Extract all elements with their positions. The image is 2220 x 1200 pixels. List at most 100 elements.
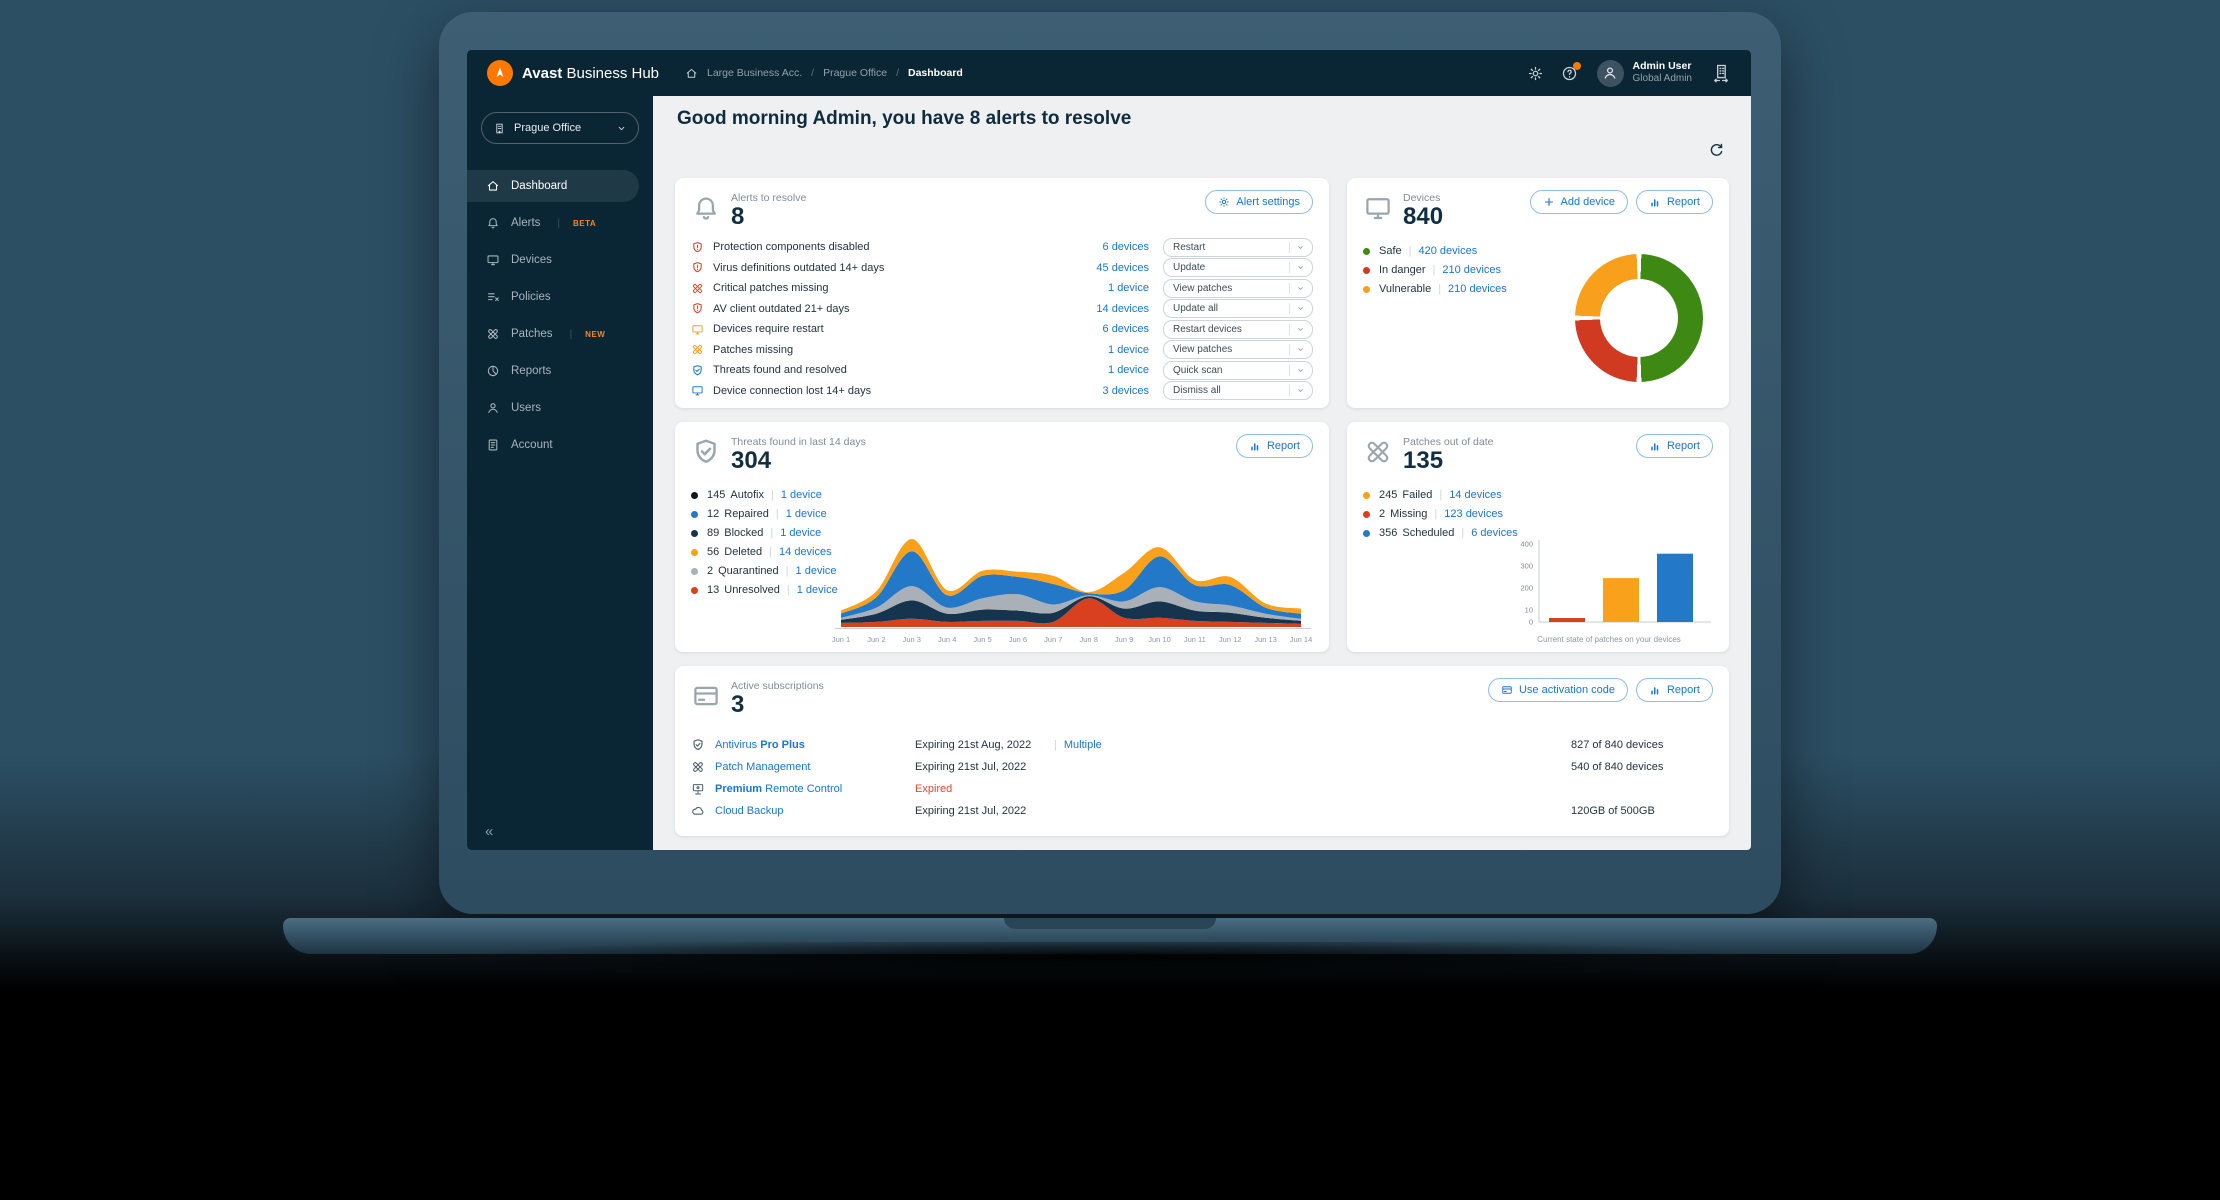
patches-bar-chart: 0 10 200 300 400 xyxy=(1520,540,1711,627)
action-dropdown[interactable]: Restart devices xyxy=(1163,319,1313,339)
usage-text: 827 of 840 devices xyxy=(1571,738,1664,751)
legend-devices-link[interactable]: 210 devices xyxy=(1448,283,1507,296)
subscription-expiry: Expiring 21st Jul, 2022 xyxy=(915,760,1027,773)
sidebar-item-policies[interactable]: Policies xyxy=(467,281,653,313)
devices-donut-ring xyxy=(1575,254,1703,382)
subscriptions-report-button[interactable]: Report xyxy=(1635,678,1713,702)
sidebar-collapse-button[interactable]: « xyxy=(485,823,494,840)
alert-row: AV client outdated 21+ days 14 devices U… xyxy=(691,298,1313,319)
devices-link[interactable]: 45 devices xyxy=(1096,261,1149,274)
patch-icon xyxy=(486,327,500,341)
chevron-down-icon xyxy=(1289,385,1305,397)
breadcrumb-site[interactable]: Prague Office xyxy=(823,67,888,79)
devices-link[interactable]: 6 devices xyxy=(1102,323,1149,336)
svg-text:Jun 4: Jun 4 xyxy=(938,635,956,644)
stat-devices-link[interactable]: 1 device xyxy=(795,565,837,578)
user-menu[interactable]: Admin User Global Admin xyxy=(1596,59,1692,87)
svg-text:Jun 6: Jun 6 xyxy=(1009,635,1027,644)
refresh-icon[interactable] xyxy=(1708,142,1725,159)
card-label: Patches out of date xyxy=(1403,436,1494,448)
subscription-name[interactable]: Patch Management xyxy=(715,760,811,773)
patch-icon xyxy=(691,343,704,356)
help-icon[interactable] xyxy=(1561,61,1581,82)
policies-list-icon xyxy=(486,290,500,304)
action-dropdown[interactable]: Quick scan xyxy=(1163,360,1313,380)
top-bar: Avast Business Hub Large Business Acc. /… xyxy=(467,50,1751,96)
stat-devices-link[interactable]: 1 device xyxy=(796,584,838,597)
settings-gear-icon[interactable] xyxy=(1527,65,1544,82)
devices-report-button[interactable]: Report xyxy=(1635,190,1713,214)
sidebar-item-label: Dashboard xyxy=(511,180,568,192)
sidebar: Prague Office Dashboard Alerts | BETA De… xyxy=(467,96,653,850)
credit-card-icon xyxy=(691,681,721,711)
stat-devices-link[interactable]: 1 device xyxy=(785,508,827,521)
svg-text:Jun 5: Jun 5 xyxy=(973,635,991,644)
action-dropdown[interactable]: View patches xyxy=(1163,340,1313,360)
subscription-name[interactable]: Premium Remote Control xyxy=(715,782,843,795)
svg-text:Jun 3: Jun 3 xyxy=(903,635,921,644)
subscription-name[interactable]: Antivirus Pro Plus xyxy=(715,738,805,751)
action-dropdown[interactable]: Update all xyxy=(1163,299,1313,319)
chevron-down-icon xyxy=(1289,364,1305,376)
stat-row: 2 Quarantined | 1 device xyxy=(691,562,926,581)
patches-report-button[interactable]: Report xyxy=(1635,434,1713,458)
action-dropdown[interactable]: View patches xyxy=(1163,278,1313,298)
stat-devices-link[interactable]: 1 device xyxy=(780,527,822,540)
sidebar-item-account[interactable]: Account xyxy=(467,429,653,461)
sidebar-item-dashboard[interactable]: Dashboard xyxy=(467,170,639,202)
threats-report-button[interactable]: Report xyxy=(1235,434,1313,458)
stat-dot xyxy=(691,567,698,575)
breadcrumb-account[interactable]: Large Business Acc. xyxy=(707,67,803,79)
threats-card: Threats found in last 14 days 304 Report… xyxy=(675,422,1329,652)
subscription-expired: Expired xyxy=(915,782,953,795)
brand[interactable]: Avast Business Hub xyxy=(487,60,659,86)
home-icon[interactable] xyxy=(685,67,698,80)
devices-link[interactable]: 1 device xyxy=(1108,364,1149,377)
svg-text:Jun 9: Jun 9 xyxy=(1115,635,1133,644)
org-selector[interactable]: Prague Office xyxy=(481,112,639,144)
bar-chart-icon xyxy=(1649,196,1661,208)
devices-link[interactable]: 3 devices xyxy=(1102,384,1149,397)
stat-devices-link[interactable]: 14 devices xyxy=(779,546,832,559)
sidebar-item-alerts[interactable]: Alerts | BETA xyxy=(467,207,653,239)
action-dropdown[interactable]: Restart xyxy=(1163,237,1313,257)
subscriptions-card: Active subscriptions 3 Use activation co… xyxy=(675,666,1729,836)
multiple-link[interactable]: Multiple xyxy=(1063,738,1102,751)
svg-text:Jun 12: Jun 12 xyxy=(1219,635,1242,644)
action-dropdown[interactable]: Dismiss all xyxy=(1163,381,1313,401)
stat-devices-link[interactable]: 123 devices xyxy=(1444,508,1503,521)
patch-icon xyxy=(691,760,705,774)
org-switcher-icon[interactable] xyxy=(1711,63,1731,83)
devices-link[interactable]: 1 device xyxy=(1108,282,1149,295)
action-dropdown[interactable]: Update xyxy=(1163,258,1313,278)
svg-text:0: 0 xyxy=(1529,618,1533,627)
org-selector-label: Prague Office xyxy=(514,122,582,134)
card-label: Devices xyxy=(1403,192,1441,204)
sidebar-item-reports[interactable]: Reports xyxy=(467,355,653,387)
legend-devices-link[interactable]: 210 devices xyxy=(1442,264,1502,277)
card-label: Threats found in last 14 days xyxy=(731,436,866,448)
patch-icon xyxy=(1363,437,1393,467)
beta-badge: BETA xyxy=(573,218,597,228)
devices-link[interactable]: 1 device xyxy=(1108,343,1149,356)
stat-devices-link[interactable]: 6 devices xyxy=(1471,527,1518,540)
stat-devices-link[interactable]: 14 devices xyxy=(1449,489,1502,502)
legend-devices-link[interactable]: 420 devices xyxy=(1418,245,1478,258)
sidebar-item-devices[interactable]: Devices xyxy=(467,244,653,276)
add-device-button[interactable]: Add device xyxy=(1529,190,1628,214)
stat-devices-link[interactable]: 1 device xyxy=(780,489,822,502)
monitor-icon xyxy=(691,384,704,397)
sidebar-item-users[interactable]: Users xyxy=(467,392,653,424)
subscription-name[interactable]: Cloud Backup xyxy=(715,804,784,817)
app-window: Avast Business Hub Large Business Acc. /… xyxy=(467,50,1751,850)
devices-link[interactable]: 14 devices xyxy=(1096,302,1149,315)
svg-text:Jun 7: Jun 7 xyxy=(1044,635,1062,644)
alert-row: Devices require restart 6 devices Restar… xyxy=(691,319,1313,340)
use-activation-code-button[interactable]: Use activation code xyxy=(1487,678,1628,702)
legend-dot xyxy=(1363,247,1370,255)
devices-link[interactable]: 6 devices xyxy=(1102,241,1149,254)
legend-row: Safe | 420 devices xyxy=(1363,242,1713,261)
stat-dot xyxy=(691,548,698,556)
alert-settings-button[interactable]: Alert settings xyxy=(1205,190,1313,214)
sidebar-item-patches[interactable]: Patches | NEW xyxy=(467,318,653,350)
